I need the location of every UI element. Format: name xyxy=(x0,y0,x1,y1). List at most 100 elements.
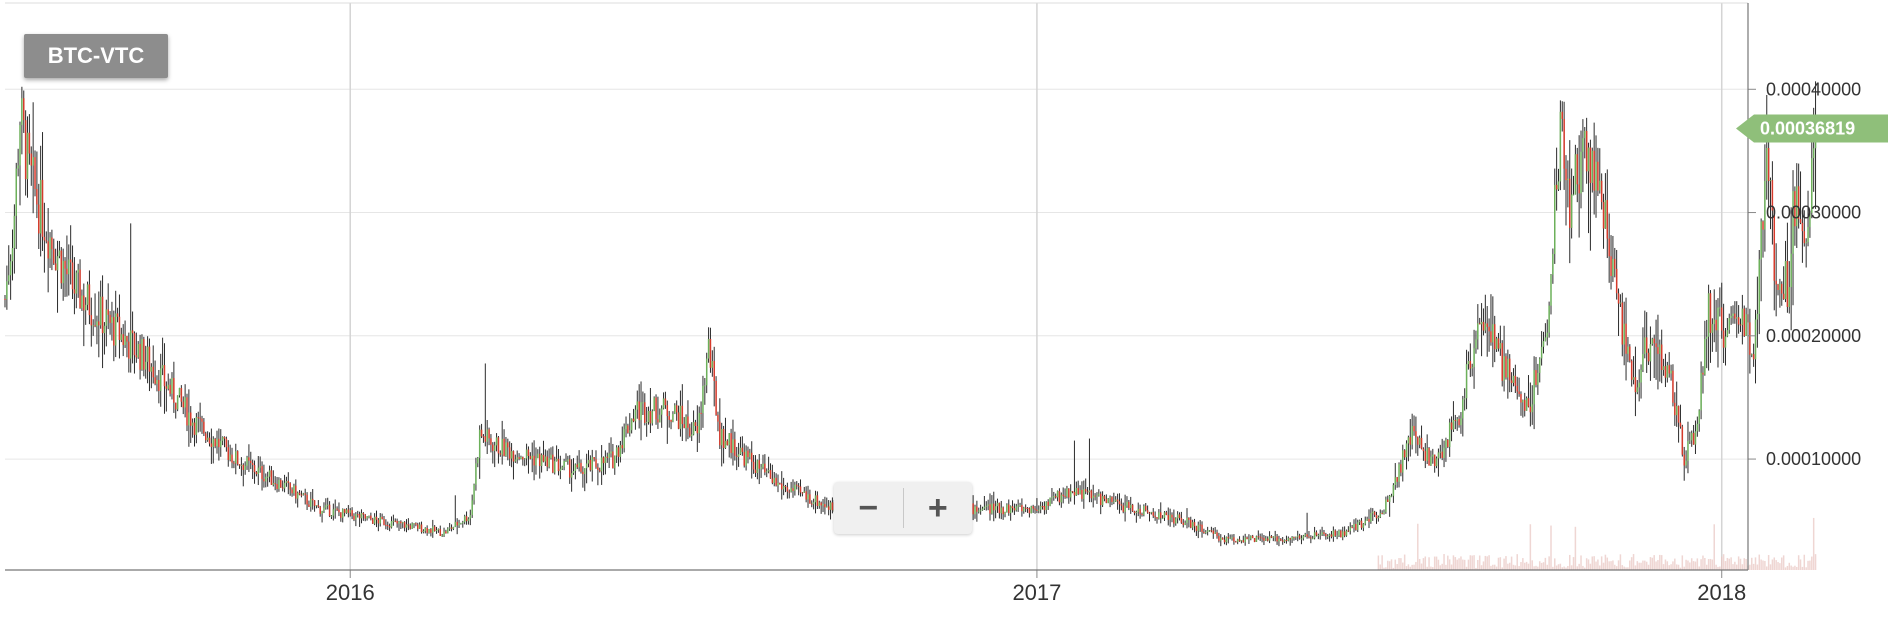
candle-body xyxy=(428,529,430,533)
candle-body xyxy=(278,479,280,489)
candle-body xyxy=(600,457,603,472)
candle-body xyxy=(585,463,588,469)
candle-body xyxy=(375,516,378,520)
candle-body xyxy=(60,250,63,284)
candle-body xyxy=(1651,338,1654,345)
candle-body xyxy=(126,335,128,342)
zoom-in-button[interactable]: + xyxy=(904,482,973,534)
candle-body xyxy=(1114,499,1117,502)
candle-body xyxy=(458,523,460,526)
candle-body xyxy=(1629,346,1631,361)
volume-bar xyxy=(1692,561,1695,570)
volume-bar xyxy=(1486,556,1488,570)
candle-body xyxy=(1696,423,1699,432)
volume-bar xyxy=(1439,565,1442,570)
candle-body xyxy=(1034,508,1036,510)
candle-body xyxy=(1707,293,1710,337)
candle-body xyxy=(621,445,624,449)
candle-body xyxy=(308,504,310,507)
candle-body xyxy=(223,436,226,439)
volume-bar xyxy=(1503,558,1505,570)
candle-body xyxy=(330,515,333,517)
volume-bar xyxy=(1523,562,1526,570)
candle-body xyxy=(311,498,314,501)
candle-body xyxy=(696,426,699,434)
candle-body xyxy=(1009,506,1012,514)
candle-body xyxy=(1694,431,1697,445)
candle-body xyxy=(1533,370,1535,405)
candle-body xyxy=(66,268,68,275)
candle-body xyxy=(826,506,828,508)
candle-body xyxy=(713,360,715,381)
volume-bar xyxy=(1520,562,1522,570)
candle-body xyxy=(1261,537,1263,539)
candle-body xyxy=(394,520,397,522)
candle-body xyxy=(400,521,402,524)
plus-icon: + xyxy=(927,488,948,527)
volume-bar xyxy=(1715,564,1717,570)
volume-bar xyxy=(1499,557,1502,570)
candle-body xyxy=(1463,398,1466,400)
candle-body xyxy=(709,338,712,368)
candle-body xyxy=(583,468,586,475)
candle-body xyxy=(1266,538,1269,541)
candle-body xyxy=(1300,538,1303,540)
zoom-out-button[interactable]: − xyxy=(834,482,903,534)
volume-bar xyxy=(1473,555,1475,570)
candle-body xyxy=(1486,323,1488,327)
volume-bar xyxy=(1638,562,1640,570)
candle-body xyxy=(589,459,592,471)
candle-body xyxy=(561,467,563,469)
candle-body xyxy=(593,457,595,460)
candle-body xyxy=(606,456,609,459)
candle-body xyxy=(655,397,657,420)
candle-body xyxy=(486,429,488,442)
candle-body xyxy=(1349,527,1351,531)
x-tick-label: 2018 xyxy=(1697,580,1746,605)
candle-body xyxy=(1176,514,1179,519)
candle-body xyxy=(634,409,637,422)
candle-body xyxy=(1081,489,1083,499)
volume-bar xyxy=(1422,558,1425,570)
volume-bar xyxy=(1561,567,1564,570)
candle-body xyxy=(1167,514,1170,520)
candle-body xyxy=(188,412,190,426)
candle-body xyxy=(107,309,109,315)
candle-body xyxy=(1649,344,1652,362)
candle-body xyxy=(1051,497,1053,499)
candle-body xyxy=(1272,536,1275,538)
candle-body xyxy=(71,262,74,290)
volume-bar xyxy=(1456,559,1458,570)
candle-body xyxy=(743,451,745,466)
candle-body xyxy=(1720,307,1723,331)
candle-body xyxy=(385,524,387,526)
candle-body xyxy=(490,438,492,445)
volume-bar xyxy=(1522,558,1524,570)
volume-bar xyxy=(1619,554,1622,570)
candle-body xyxy=(1353,524,1355,528)
candle-body xyxy=(525,449,528,459)
candle-body xyxy=(1099,493,1102,506)
candle-body xyxy=(548,458,550,467)
candle-body xyxy=(203,421,205,434)
candle-body xyxy=(11,248,14,262)
candle-body xyxy=(325,505,327,508)
candle-body xyxy=(259,466,261,468)
candle-body xyxy=(1529,406,1532,413)
candle-body xyxy=(51,237,53,250)
candle-body xyxy=(452,526,455,529)
volume-bar xyxy=(1651,557,1654,570)
candle-body xyxy=(469,515,472,519)
volume-bar xyxy=(1694,561,1697,570)
candle-body xyxy=(1737,317,1740,325)
candle-body xyxy=(463,516,466,523)
candle-body xyxy=(1084,489,1087,492)
candle-body xyxy=(1105,498,1108,503)
candle-body xyxy=(694,422,697,427)
candle-body xyxy=(90,315,93,326)
candle-body xyxy=(617,447,620,457)
candle-body xyxy=(36,188,38,205)
candle-body xyxy=(1730,315,1732,319)
volume-bar xyxy=(1630,557,1633,570)
